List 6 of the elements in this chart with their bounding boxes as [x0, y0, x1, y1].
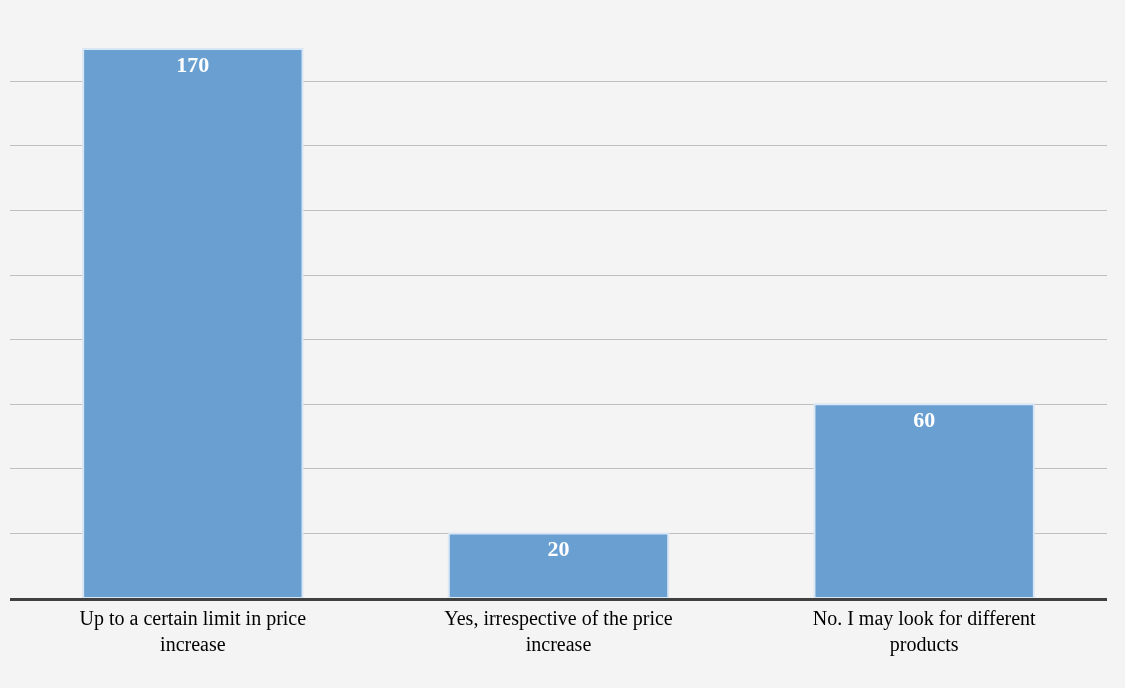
data-label: 170 — [176, 51, 210, 77]
data-label: 20 — [547, 536, 570, 562]
x-tick-label: No. I may look for different products — [812, 607, 1037, 656]
data-label: 60 — [913, 407, 936, 433]
x-tick-label: Up to a certain limit in price increase — [79, 607, 307, 655]
x-tick-label: Yes, irrespective of the price increase — [444, 607, 673, 655]
